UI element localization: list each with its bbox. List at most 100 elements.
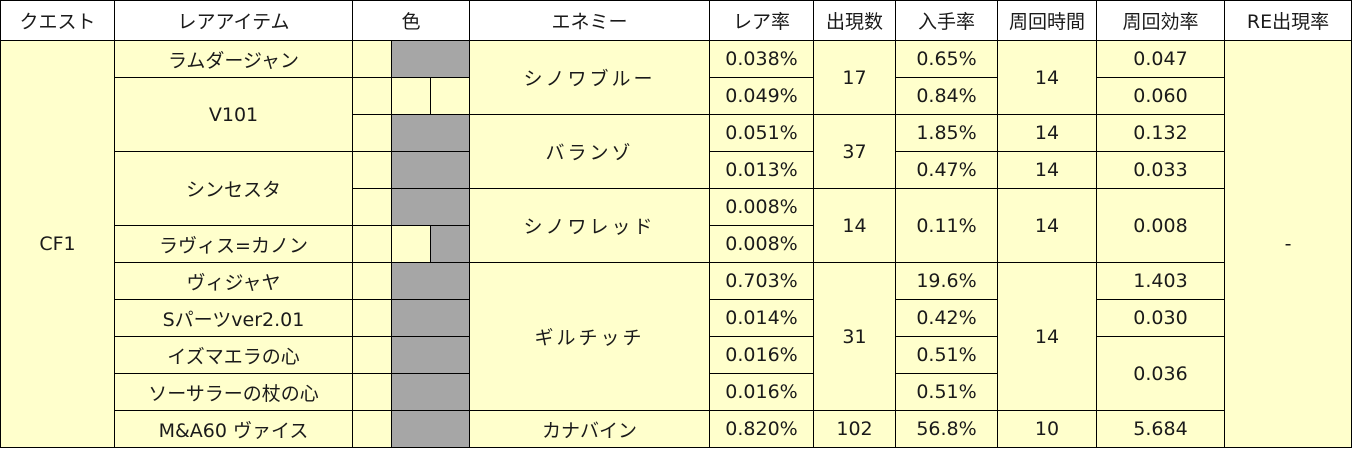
header-color: 色	[352, 0, 470, 41]
color-swatch	[352, 225, 392, 263]
run-time: 14	[997, 262, 1097, 411]
spawn-count: 102	[813, 410, 896, 448]
enemy-name: ギルチッチ	[469, 262, 710, 411]
item-name: ヴィジャヤ	[114, 262, 353, 300]
header-run-time: 周回時間	[997, 0, 1097, 41]
color-swatch	[352, 410, 392, 448]
obtain-rate: 19.6%	[895, 262, 998, 300]
obtain-rate: 0.47%	[895, 151, 998, 189]
color-swatch	[352, 77, 392, 115]
header-rare-rate: レア率	[709, 0, 814, 41]
header-spawn-count: 出現数	[813, 0, 896, 41]
rare-rate: 0.016%	[709, 336, 814, 374]
rare-rate: 0.013%	[709, 151, 814, 189]
item-name: M&A60 ヴァイス	[114, 410, 353, 448]
run-time: 14	[997, 40, 1097, 115]
run-time: 10	[997, 410, 1097, 448]
obtain-rate: 0.51%	[895, 336, 998, 374]
header-obtain-rate: 入手率	[895, 0, 998, 41]
obtain-rate: 0.65%	[895, 40, 998, 78]
quest-cell: CF1	[0, 40, 115, 448]
color-swatch-empty	[430, 225, 470, 263]
obtain-rate: 0.51%	[895, 373, 998, 411]
enemy-name: シノワブルー	[469, 40, 710, 115]
spawn-count: 17	[813, 40, 896, 115]
run-efficiency: 0.030	[1096, 299, 1225, 337]
obtain-rate: 0.84%	[895, 77, 998, 115]
run-time: 14	[997, 188, 1097, 263]
header-rare-item: レアアイテム	[114, 0, 353, 41]
color-swatch	[352, 151, 392, 189]
color-swatch	[391, 77, 431, 115]
item-name: ラヴィス=カノン	[114, 225, 353, 263]
rare-rate: 0.038%	[709, 40, 814, 78]
run-efficiency: 5.684	[1096, 410, 1225, 448]
rare-rate: 0.008%	[709, 225, 814, 263]
rare-rate: 0.820%	[709, 410, 814, 448]
color-swatch	[352, 373, 392, 411]
color-swatch	[352, 40, 392, 78]
table-row: イズマエラの心 0.016% 0.51% 0.036	[1, 336, 1352, 411]
obtain-rate: 56.8%	[895, 410, 998, 448]
spawn-count: 14	[813, 188, 896, 263]
enemy-name: バランゾ	[469, 114, 710, 189]
run-efficiency: 0.033	[1096, 151, 1225, 189]
rare-rate: 0.051%	[709, 114, 814, 152]
enemy-name: シノワレッド	[469, 188, 710, 263]
color-swatch-empty	[391, 188, 470, 226]
item-name: ラムダージャン	[114, 40, 353, 78]
rare-rate: 0.014%	[709, 299, 814, 337]
color-swatch-empty	[391, 336, 470, 374]
run-efficiency: 0.008	[1096, 188, 1225, 263]
rare-rate: 0.008%	[709, 188, 814, 226]
item-name: V101	[114, 77, 353, 152]
header-enemy: エネミー	[469, 0, 710, 41]
item-name: Sパーツver2.01	[114, 299, 353, 337]
run-time: 14	[997, 151, 1097, 189]
run-efficiency: 0.036	[1096, 336, 1225, 411]
header-quest: クエスト	[0, 0, 115, 41]
color-swatch-empty	[391, 299, 470, 337]
table-row: V101 0.049% 0.84% 0.060	[1, 77, 1352, 152]
run-efficiency: 0.060	[1096, 77, 1225, 115]
re-rate-cell: -	[1224, 40, 1352, 448]
item-name: ソーサラーの杖の心	[114, 373, 353, 411]
color-swatch-empty	[391, 151, 470, 189]
table-row: Sパーツver2.01 0.014% 0.42% 0.030	[1, 299, 1352, 337]
color-swatch	[352, 336, 392, 374]
item-name: イズマエラの心	[114, 336, 353, 374]
header-re-rate: RE出現率	[1224, 0, 1352, 41]
obtain-rate: 1.85%	[895, 114, 998, 152]
rare-rate: 0.016%	[709, 373, 814, 411]
color-swatch-empty	[391, 373, 470, 411]
table-row: ラヴィス=カノン 0.008%	[1, 225, 1352, 263]
enemy-name: カナバイン	[469, 410, 710, 448]
item-name: シンセスタ	[114, 151, 353, 226]
color-swatch	[352, 262, 392, 300]
color-swatch	[352, 188, 392, 226]
rare-rate: 0.703%	[709, 262, 814, 300]
run-time: 14	[997, 114, 1097, 152]
header-row: クエスト レアアイテム 色 エネミー レア率 出現数 入手率 周回時間 周回効率…	[0, 0, 1352, 41]
table-row: M&A60 ヴァイス カナバイン 0.820% 102 56.8% 10 5.6…	[1, 410, 1352, 448]
header-run-efficiency: 周回効率	[1096, 0, 1225, 41]
color-swatch-empty	[391, 262, 470, 300]
color-swatch	[391, 225, 431, 263]
table-row: ソーサラーの杖の心 0.016% 0.51%	[1, 373, 1352, 411]
color-swatch	[352, 299, 392, 337]
table-row: バランゾ 0.051% 37 1.85% 14 0.132	[1, 114, 1352, 189]
table-row: ヴィジャヤ ギルチッチ 0.703% 31 19.6% 14 1.403	[1, 262, 1352, 411]
rare-rate: 0.049%	[709, 77, 814, 115]
obtain-rate: 0.42%	[895, 299, 998, 337]
color-swatch-empty	[391, 410, 470, 448]
color-swatch-empty	[391, 114, 470, 152]
run-efficiency: 0.047	[1096, 40, 1225, 78]
obtain-rate: 0.11%	[895, 188, 998, 263]
table-row: シンセスタ 0.013% 0.47% 14 0.033	[1, 151, 1352, 226]
run-efficiency: 0.132	[1096, 114, 1225, 152]
color-swatch	[352, 114, 392, 152]
color-swatch-empty	[391, 40, 470, 78]
spawn-count: 31	[813, 262, 896, 411]
color-swatch	[430, 77, 470, 115]
